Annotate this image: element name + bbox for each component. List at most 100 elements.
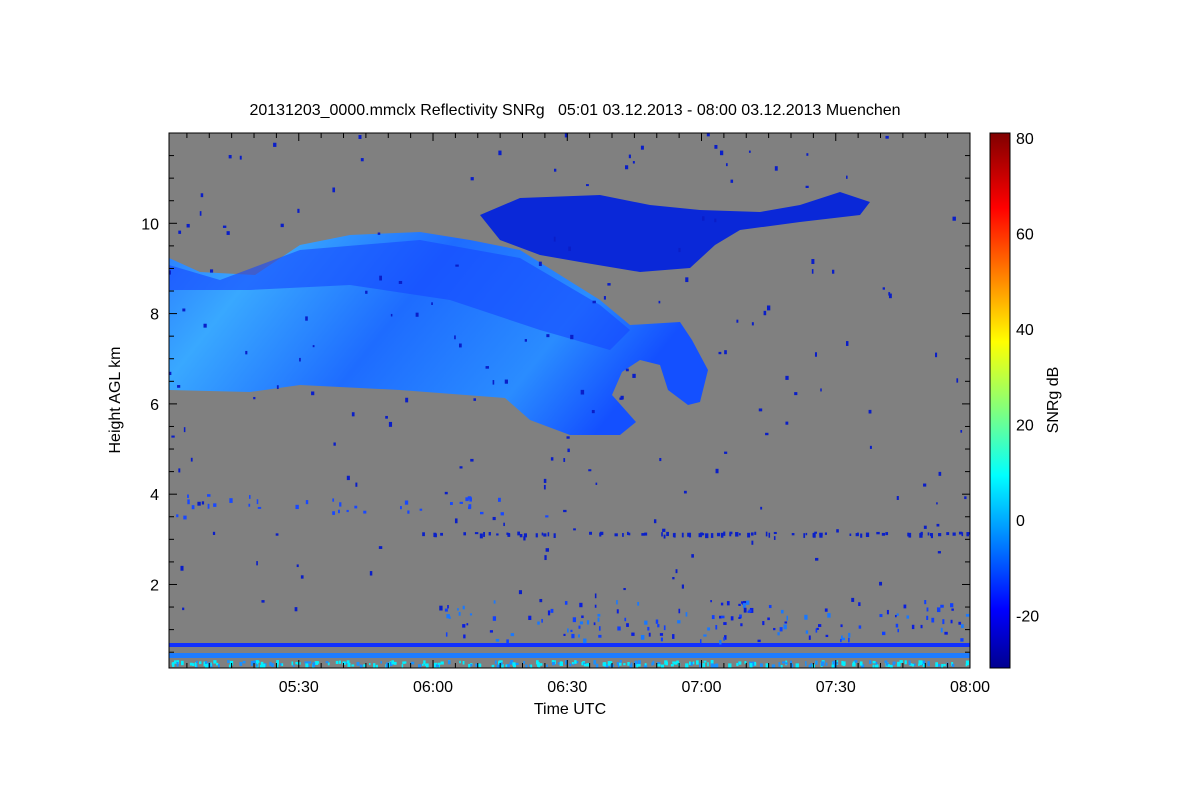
echo-pixel: [466, 623, 469, 626]
echo-pixel: [304, 661, 308, 664]
echo-pixel: [454, 518, 458, 524]
echo-pixel: [816, 627, 819, 630]
echo-pixel: [463, 634, 466, 639]
echo-pixel: [721, 615, 725, 619]
echo-pixel: [943, 663, 946, 667]
echo-pixel: [703, 634, 707, 637]
echo-pixel: [952, 216, 956, 221]
colorbar-tick-label: 40: [1016, 322, 1034, 339]
echo-pixel: [951, 663, 955, 667]
echo-pixel: [689, 661, 691, 665]
echo-pixel: [228, 154, 232, 159]
echo-pixel: [594, 604, 597, 608]
echo-pixel: [295, 661, 299, 665]
echo-pixel: [961, 624, 964, 629]
echo-pixel: [597, 617, 600, 622]
echo-pixel: [207, 503, 210, 509]
echo-pixel: [190, 457, 193, 462]
echo-pixel: [651, 662, 654, 666]
echo-pixel: [510, 633, 515, 637]
echo-pixel: [763, 310, 767, 316]
echo-pixel: [794, 392, 798, 396]
echo-pixel: [637, 660, 641, 664]
echo-pixel: [922, 660, 926, 665]
echo-pixel: [858, 602, 861, 607]
echo-pixel: [868, 660, 872, 664]
echo-pixel: [876, 531, 880, 535]
echo-pixel: [888, 292, 891, 296]
echo-pixel: [537, 664, 539, 667]
echo-pixel: [738, 616, 741, 619]
echo-pixel: [657, 624, 660, 628]
echo-pixel: [804, 614, 808, 620]
echo-pixel: [275, 533, 279, 536]
echo-pixel: [659, 633, 664, 636]
echo-pixel: [203, 661, 206, 667]
echo-pixel: [699, 639, 702, 644]
echo-pixel: [573, 528, 576, 531]
echo-pixel: [444, 608, 448, 612]
echo-pixel: [641, 533, 645, 536]
echo-pixel: [446, 614, 450, 619]
echo-pixel: [805, 663, 807, 667]
echo-pixel: [359, 664, 363, 668]
echo-pixel: [724, 635, 727, 640]
echo-pixel: [402, 661, 406, 664]
echo-pixel: [820, 388, 822, 392]
echo-pixel: [536, 661, 540, 666]
echo-pixel: [485, 366, 489, 369]
echo-pixel: [607, 283, 611, 286]
echo-pixel: [637, 663, 641, 667]
echo-pixel: [227, 660, 230, 664]
echo-pixel: [180, 660, 184, 666]
x-tick-label: 06:30: [547, 679, 587, 696]
colorbar-tick-label: -20: [1016, 608, 1039, 625]
echo-pixel: [683, 490, 687, 494]
echo-pixel: [857, 532, 859, 536]
echo-pixel: [440, 661, 444, 665]
echo-pixel: [256, 662, 259, 666]
echo-pixel: [936, 523, 940, 527]
echo-pixel: [259, 664, 263, 668]
echo-pixel: [647, 626, 650, 631]
echo-pixel: [255, 664, 258, 667]
echo-pixel: [194, 662, 197, 667]
echo-pixel: [616, 662, 619, 666]
echo-pixel: [702, 216, 705, 221]
echo-pixel: [578, 634, 580, 638]
echo-pixel: [281, 663, 284, 667]
echo-pixel: [817, 624, 822, 627]
echo-pixel: [422, 532, 425, 537]
echo-pixel: [783, 624, 787, 630]
echo-pixel: [398, 280, 403, 284]
echo-pixel: [305, 663, 309, 668]
echo-pixel: [909, 663, 913, 666]
echo-pixel: [578, 625, 581, 629]
echo-pixel: [546, 334, 550, 338]
echo-pixel: [707, 627, 711, 631]
echo-pixel: [777, 632, 780, 636]
echo-pixel: [256, 561, 258, 566]
echo-pixel: [475, 663, 478, 667]
echo-pixel: [469, 613, 473, 616]
echo-pixel: [551, 660, 555, 663]
colorbar: [989, 132, 1011, 669]
echo-pixel: [663, 625, 666, 631]
echo-pixel: [252, 660, 256, 664]
echo-pixel: [808, 635, 811, 640]
echo-pixel: [553, 236, 556, 242]
echo-pixel: [626, 623, 629, 627]
echo-pixel: [815, 628, 818, 633]
echo-pixel: [500, 662, 503, 666]
echo-pixel: [256, 499, 259, 505]
echo-pixel: [767, 617, 770, 621]
echo-pixel: [559, 661, 563, 667]
x-axis-label: Time UTC: [534, 701, 606, 718]
chart-title: 20131203_0000.mmclx Reflectivity SNRg 05…: [249, 102, 900, 119]
echo-pixel: [846, 175, 848, 179]
echo-pixel: [576, 661, 579, 664]
echo-pixel: [385, 662, 389, 668]
echo-pixel: [723, 622, 727, 625]
echo-pixel: [510, 660, 514, 665]
echo-pixel: [492, 616, 497, 621]
